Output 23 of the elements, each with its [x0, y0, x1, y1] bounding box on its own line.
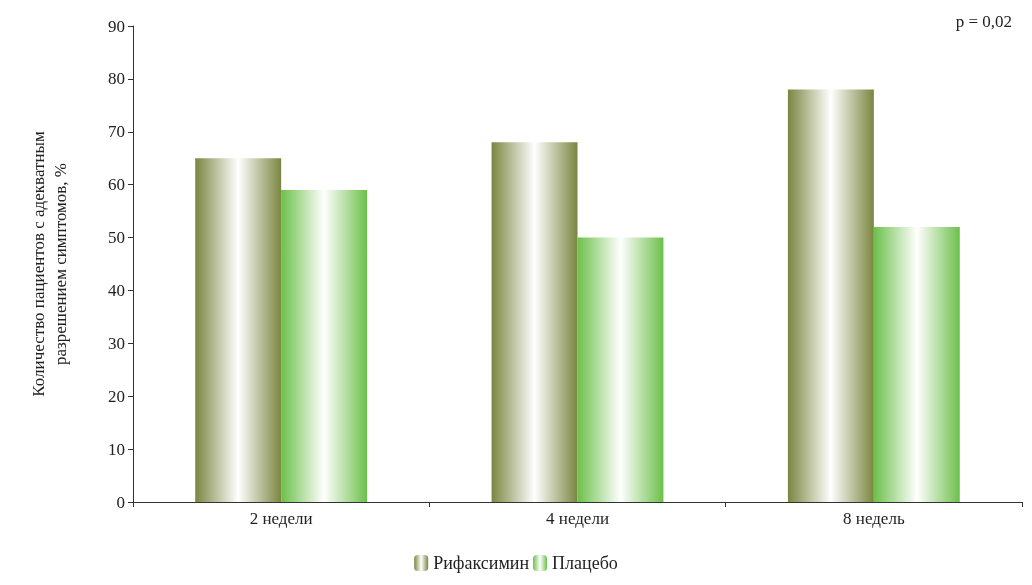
- bar: [577, 237, 664, 502]
- x-tick-label: 2 недели: [249, 509, 313, 528]
- y-tick-label: 40: [108, 280, 125, 300]
- x-tick-label: 4 недели: [546, 509, 609, 528]
- bar: [787, 89, 874, 502]
- bar: [195, 158, 282, 502]
- bar: [281, 189, 368, 502]
- y-tick-label: 30: [108, 333, 125, 353]
- y-tick-label: 60: [108, 175, 125, 195]
- y-tick-label: 70: [108, 122, 125, 142]
- y-tick-label: 0: [116, 492, 125, 512]
- annotation: p = 0,02: [955, 12, 1013, 31]
- y-tick-label: 80: [108, 69, 125, 89]
- y-axis-title: Количество пациентов с адекватным разрешением симптомов, %: [28, 131, 70, 397]
- legend-label: Рифаксимин: [433, 553, 530, 573]
- bar: [873, 226, 960, 502]
- bar: [491, 142, 578, 502]
- y-tick-label: 90: [108, 16, 125, 36]
- legend-label: Плацебо: [552, 553, 618, 573]
- y-tick-label: 20: [108, 386, 125, 406]
- y-tick-label: 10: [108, 439, 125, 459]
- x-tick-label: 8 недель: [843, 509, 905, 528]
- y-tick-label: 50: [108, 228, 125, 248]
